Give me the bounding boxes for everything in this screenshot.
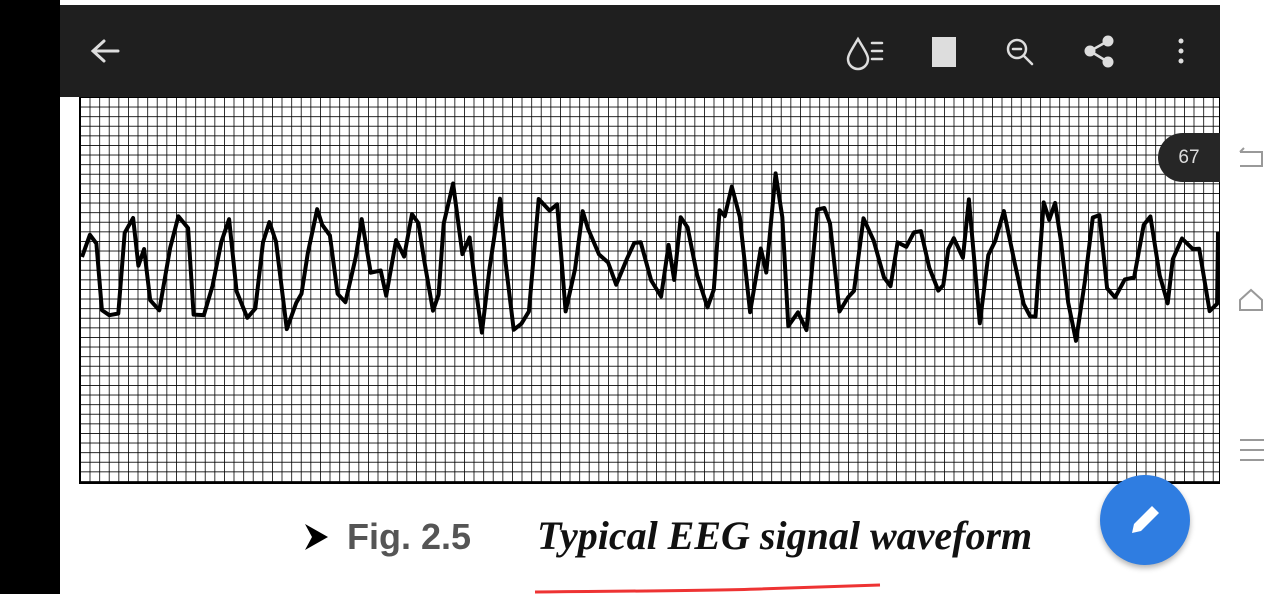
- caption-arrow: [305, 524, 328, 550]
- toolbar-icons: [60, 5, 1220, 97]
- nav-back[interactable]: [1240, 148, 1262, 166]
- edit-icon: [1100, 475, 1190, 565]
- layout-button[interactable]: [932, 37, 956, 67]
- left-bar: [0, 0, 60, 594]
- figure-caption: Typical EEG signal waveform: [537, 512, 1032, 559]
- figure-label: Fig. 2.5: [347, 516, 471, 558]
- red-annotation: [535, 585, 880, 592]
- more-button[interactable]: [1179, 39, 1184, 64]
- reading-mode-button[interactable]: [848, 39, 882, 69]
- nav-bar: [1220, 0, 1268, 594]
- nav-menu[interactable]: [1240, 440, 1264, 460]
- back-button[interactable]: [93, 41, 118, 61]
- screen: 67 Fig. 2.5 Typical EEG signal waveform …: [0, 0, 1268, 594]
- grid-paper: [80, 97, 1220, 483]
- page-indicator: 67: [1158, 133, 1220, 182]
- share-button[interactable]: [1086, 37, 1112, 66]
- nav-home[interactable]: [1240, 290, 1262, 310]
- toolbar: [60, 5, 1220, 97]
- edit-button[interactable]: [1100, 475, 1190, 565]
